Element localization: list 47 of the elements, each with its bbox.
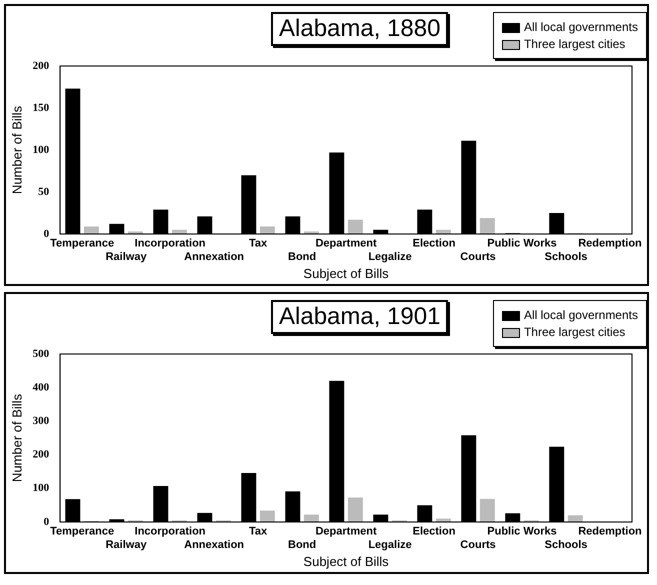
x-tick-label: Temperance (50, 526, 114, 538)
legend-label: All local governments (524, 20, 638, 34)
x-tick-label: Annexation (184, 250, 244, 263)
x-tick-label: Incorporation (134, 238, 206, 250)
x-tick-label: Annexation (184, 538, 244, 551)
x-tick-label: Courts (460, 250, 496, 263)
x-tick-label: Department (315, 526, 377, 538)
x-tick-label: Redemption (578, 526, 642, 538)
x-tick-label: Legalize (368, 250, 412, 263)
legend-label: All local governments (524, 308, 638, 322)
x-tick-label: Public Works (487, 526, 557, 538)
y-tick-label: 200 (32, 448, 50, 461)
y-tick-label: 500 (32, 348, 50, 360)
x-tick-label: Schools (544, 250, 588, 263)
x-tick-label: Railway (106, 250, 148, 263)
x-tick-label: Redemption (578, 238, 642, 250)
x-tick-label: Public Works (487, 238, 557, 250)
x-tick-label: Legalize (368, 538, 412, 551)
x-tick-label: Department (315, 238, 377, 250)
y-tick-label: 150 (32, 102, 50, 114)
y-axis-title: Number of Bills (9, 393, 24, 482)
y-tick-label: 100 (32, 482, 50, 494)
y-tick-label: 0 (44, 228, 50, 240)
x-tick-label: Schools (544, 538, 588, 551)
x-tick-label: Tax (248, 238, 268, 250)
x-tick-label: Incorporation (134, 526, 206, 538)
y-tick-label: 200 (32, 60, 50, 72)
x-axis-title: Subject of Bills (303, 266, 390, 281)
y-tick-label: 50 (38, 186, 50, 198)
x-tick-label: Election (412, 526, 456, 538)
x-tick-label: Courts (460, 538, 496, 551)
x-tick-label: Railway (106, 538, 148, 551)
x-tick-label: Tax (248, 526, 268, 538)
legend-label: Three largest cities (524, 37, 626, 51)
x-tick-label: Bond (288, 538, 316, 551)
x-tick-label: Bond (288, 250, 316, 263)
y-axis-title: Number of Bills (9, 105, 24, 194)
chart-title: Alabama, 1880 (271, 12, 448, 46)
legend-label: Three largest cities (524, 325, 626, 339)
y-tick-label: 300 (32, 415, 50, 428)
x-axis-title: Subject of Bills (303, 554, 390, 569)
chart-title: Alabama, 1901 (271, 300, 448, 334)
y-tick-label: 0 (44, 516, 50, 528)
x-tick-label: Temperance (50, 238, 114, 250)
x-tick-label: Election (412, 238, 456, 250)
y-tick-label: 100 (32, 144, 50, 156)
y-tick-label: 400 (32, 381, 50, 394)
